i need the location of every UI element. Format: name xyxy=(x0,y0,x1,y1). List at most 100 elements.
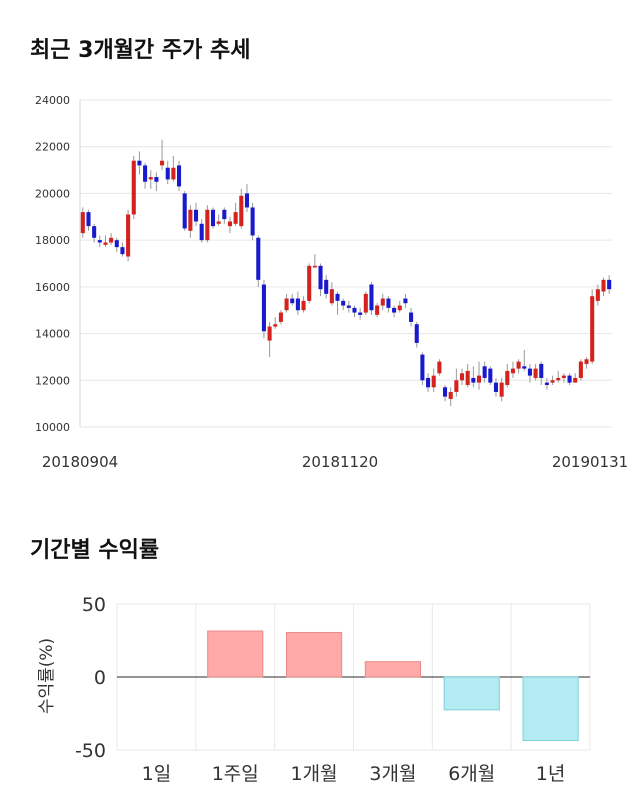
candle xyxy=(499,377,504,402)
candle-body xyxy=(363,293,368,313)
candle xyxy=(307,263,312,304)
candle-body xyxy=(516,361,521,369)
candle xyxy=(329,282,334,306)
candle-body xyxy=(284,298,289,311)
candle xyxy=(426,373,431,392)
candle-body xyxy=(607,279,612,290)
bar-y-tick-label: 0 xyxy=(94,667,106,689)
candle-x-tick-label: 20181120 xyxy=(302,453,378,471)
candle xyxy=(154,172,159,192)
candle xyxy=(454,368,459,397)
candle xyxy=(126,209,131,262)
candle-body xyxy=(420,354,425,381)
candle-body xyxy=(307,265,312,301)
candle-body xyxy=(301,300,306,311)
candle xyxy=(318,263,323,297)
candle xyxy=(488,366,493,385)
candle xyxy=(182,191,187,231)
candle-body xyxy=(465,370,470,385)
candle-body xyxy=(267,326,272,341)
candle-body xyxy=(533,368,538,378)
candle-y-tick-label: 18000 xyxy=(35,234,70,247)
candle-body xyxy=(539,363,544,378)
candle-body xyxy=(380,298,385,306)
candle xyxy=(199,219,204,243)
bar-x-tick-label: 6개월 xyxy=(448,763,495,785)
candle xyxy=(346,300,351,313)
candle-body xyxy=(590,296,595,362)
candle-body xyxy=(290,298,295,304)
returns-bar-chart: 50 0 -50 1일 1주일 1개월 3개월 6개월 1년 수익률(%) xyxy=(37,594,591,785)
candle xyxy=(380,293,385,311)
candle xyxy=(114,237,119,252)
candle-body xyxy=(86,212,91,227)
candle xyxy=(544,377,549,390)
candle-body xyxy=(250,207,255,236)
candle xyxy=(312,254,317,269)
candle-body xyxy=(584,359,589,364)
bar-x-tick-label: 1개월 xyxy=(291,763,338,785)
candle-body xyxy=(154,177,159,182)
candle-body xyxy=(80,212,85,234)
candle xyxy=(341,298,346,311)
candle-y-ticks: 24000 22000 20000 18000 16000 14000 12000 10000 xyxy=(35,94,70,434)
candle-body xyxy=(414,324,419,343)
candle xyxy=(476,361,482,390)
candle xyxy=(109,233,114,245)
candle xyxy=(165,160,170,185)
candle xyxy=(97,235,102,248)
candle-body xyxy=(114,240,119,248)
candle xyxy=(363,291,368,315)
candle-body xyxy=(126,214,131,257)
returns-title: 기간별 수익률 xyxy=(30,538,160,563)
candle xyxy=(533,363,538,381)
candle xyxy=(556,370,561,383)
candle xyxy=(493,377,499,397)
candle xyxy=(143,163,148,189)
candle-body xyxy=(188,209,193,231)
candle xyxy=(431,368,436,392)
candle xyxy=(148,170,153,189)
candle xyxy=(601,277,606,297)
candle xyxy=(233,202,238,227)
candle xyxy=(505,363,510,388)
bar-x-tick-label: 1주일 xyxy=(212,763,259,785)
candle-body xyxy=(556,377,561,381)
candle xyxy=(403,293,408,308)
bar-y-tick-label: -50 xyxy=(75,740,106,762)
candle xyxy=(437,359,442,376)
candle-body xyxy=(137,160,142,166)
candle xyxy=(482,361,487,383)
candle xyxy=(409,307,414,327)
candle xyxy=(80,207,85,238)
candle-body xyxy=(505,370,510,385)
stock-trend-title: 최근 3개월간 주가 추세 xyxy=(30,38,251,63)
candle xyxy=(250,202,255,241)
candle-body xyxy=(409,312,414,322)
candle-body xyxy=(329,289,334,304)
candle xyxy=(239,188,244,229)
candle-x-ticks: 20180904 20181120 20190131 xyxy=(42,453,628,471)
candle-gridlines xyxy=(79,99,612,428)
candle-body xyxy=(261,284,266,332)
candle xyxy=(267,321,272,357)
candle-body xyxy=(205,209,210,241)
candle xyxy=(177,160,182,192)
candle-body xyxy=(499,382,504,397)
candle-body xyxy=(573,377,578,383)
candle-y-tick-label: 10000 xyxy=(35,421,70,434)
candle-body xyxy=(165,167,170,180)
candle-body xyxy=(103,242,108,245)
candle-body xyxy=(544,382,549,385)
candle-body xyxy=(522,366,527,369)
candle xyxy=(578,359,583,381)
return-bar xyxy=(207,630,264,678)
candle-body xyxy=(386,298,391,308)
candle-body xyxy=(341,300,346,306)
candle xyxy=(561,373,566,383)
candle-body xyxy=(392,307,397,313)
candle xyxy=(216,214,221,227)
candle-body xyxy=(222,209,227,220)
candle-body xyxy=(120,247,125,255)
candle xyxy=(459,368,465,385)
